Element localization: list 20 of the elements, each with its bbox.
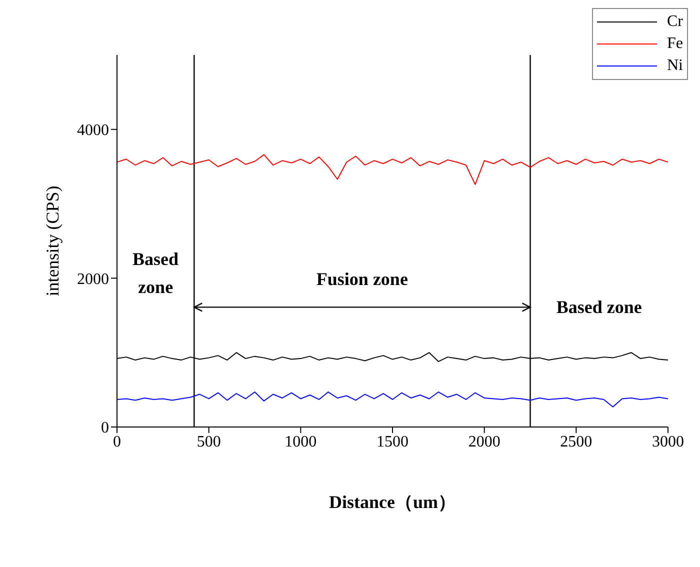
y-tick-label: 4000 [77, 122, 109, 140]
legend-label: Ni [667, 57, 683, 75]
annotation: Based zone [132, 249, 179, 298]
x-tick-label: 3000 [652, 433, 684, 450]
x-tick-label: 1000 [284, 433, 317, 450]
x-axis-title: Distance（um） [329, 492, 456, 512]
legend-label: Cr [667, 13, 683, 31]
x-tick-label: 500 [196, 433, 221, 450]
y-axis-title: intensity (CPS) [42, 186, 62, 296]
x-tick-label: 2500 [560, 433, 592, 450]
y-tick-label: 0 [101, 420, 109, 437]
x-tick-label: 0 [113, 433, 121, 450]
line-series [117, 154, 668, 185]
x-tick-label: 2000 [468, 433, 500, 450]
legend-label: Fe [667, 35, 683, 53]
y-tick-label: 2000 [77, 270, 109, 288]
line-series [117, 392, 668, 408]
annotation: Based zone [556, 297, 642, 318]
annotation: Fusion zone [316, 269, 408, 290]
x-tick-label: 1500 [376, 433, 408, 450]
